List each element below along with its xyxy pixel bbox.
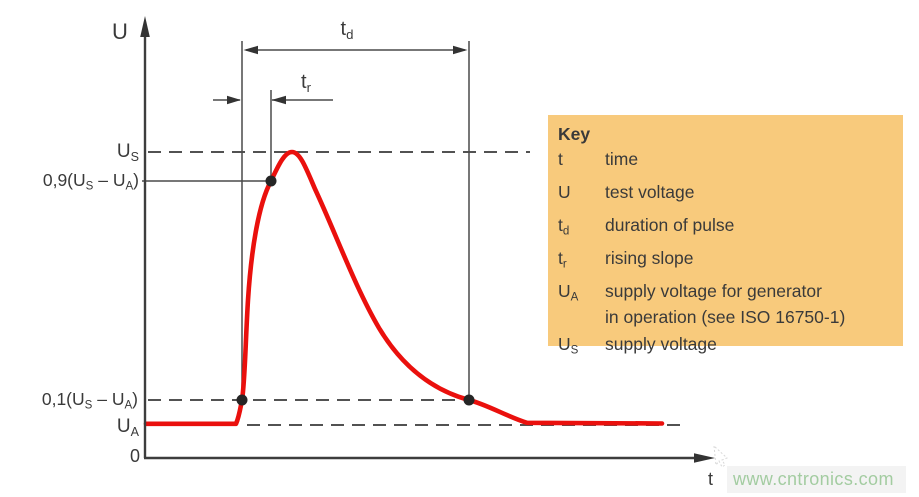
y-axis-arrow-icon [140, 16, 150, 37]
pulse-curve [143, 149, 665, 427]
key-description: duration of pulse [605, 214, 735, 235]
key-symbol: UA [558, 280, 579, 304]
key-row-us: US supply voltage [558, 331, 895, 364]
key-symbol: US [558, 333, 579, 357]
key-title: Key [558, 124, 591, 144]
ua-level-label: UA [116, 416, 139, 439]
key-description: time [605, 149, 639, 169]
key-row-ua: UA supply voltage for generator in opera… [558, 278, 895, 331]
y-axis-label: U [112, 19, 128, 44]
level-01-label: 0,1(US – UA) [41, 389, 138, 412]
td-label: td [340, 18, 354, 42]
x-axis-arrow-icon [694, 453, 715, 463]
x-axis-label: t [708, 469, 714, 489]
point-fall-01 [463, 394, 475, 406]
td-arrow-right-icon [453, 45, 468, 55]
origin-label: 0 [129, 446, 140, 466]
tr-label: tr [301, 71, 311, 95]
key-panel: Key t time U test voltage td duration of… [548, 115, 903, 356]
key-symbol: U [558, 181, 571, 202]
point-rise-01 [236, 394, 248, 406]
key-symbol: t [558, 149, 563, 169]
key-description: rising slope [605, 247, 694, 268]
td-arrow-left-icon [243, 45, 258, 55]
watermark-text: www.cntronics.com [733, 469, 894, 489]
tr-arrow-left-icon [227, 95, 241, 105]
key-description: supply voltage [605, 333, 717, 354]
key-row-t: t time [558, 146, 895, 179]
key-description: supply voltage for generator in operatio… [605, 280, 846, 328]
tr-arrow-right-icon [271, 95, 286, 105]
mouse-cursor-icon [713, 444, 728, 468]
level-09-label: 0,9(US – UA) [42, 170, 139, 193]
point-rise-09 [265, 175, 277, 187]
key-row-tr: tr rising slope [558, 245, 895, 278]
key-row-u: U test voltage [558, 179, 895, 212]
key-row-td: td duration of pulse [558, 212, 895, 245]
us-level-label: US [116, 141, 139, 164]
watermark: www.cntronics.com [727, 466, 906, 493]
key-description: test voltage [605, 181, 695, 202]
key-symbol: td [558, 214, 570, 238]
key-symbol: tr [558, 247, 567, 271]
